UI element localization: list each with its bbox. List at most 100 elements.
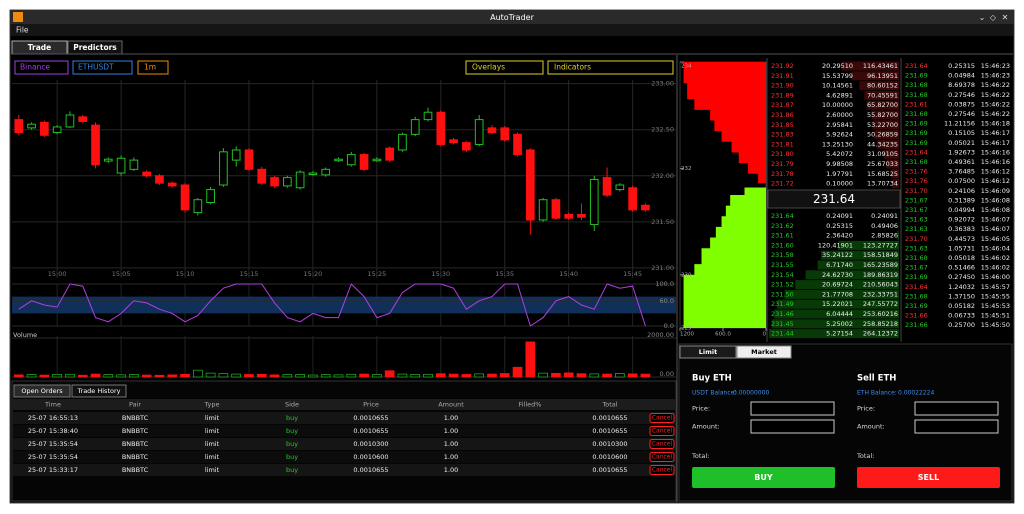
candle-body [155, 175, 164, 184]
bids-depth-area [683, 187, 766, 328]
candle-body [116, 157, 126, 174]
tab-label[interactable]: Predictors [73, 43, 117, 52]
cancel-label[interactable]: Cancel [652, 454, 673, 461]
volume-bar [499, 373, 510, 378]
pair-selector[interactable] [72, 60, 133, 75]
sell-button[interactable] [857, 467, 1000, 488]
bid-price: 231.61 [771, 232, 794, 240]
trade-price: 231.68 [905, 158, 928, 166]
ask-depth-bar [866, 100, 899, 110]
interval-selector[interactable] [137, 60, 169, 75]
indicator-band [12, 296, 676, 314]
volume-bar [563, 372, 574, 378]
volume-bar [474, 373, 484, 378]
indicators-button[interactable] [547, 60, 674, 75]
form-tab[interactable] [679, 345, 737, 359]
orders-tab[interactable] [71, 384, 127, 398]
volume-bar [141, 374, 152, 378]
x-tick-label: 15:00 [48, 270, 67, 278]
ask-price: 231.87 [771, 101, 794, 109]
overlays-button[interactable] [465, 60, 544, 75]
trade-time: 15:46:22 [981, 91, 1010, 99]
order-cell: buy [286, 427, 298, 435]
tab-label[interactable]: Trade [28, 43, 52, 52]
minimize-button[interactable]: ⌄ [979, 13, 986, 22]
trade-time: 15:46:09 [981, 187, 1010, 195]
cancel-label[interactable]: Cancel [652, 428, 673, 435]
buy-button-label[interactable]: BUY [754, 473, 773, 482]
buy-button[interactable] [692, 467, 835, 488]
trade-amount: 11.21156 [944, 120, 975, 128]
trade-time: 15:46:05 [981, 235, 1010, 243]
asks-depth-area [683, 62, 766, 184]
cancel-button[interactable] [649, 426, 675, 436]
ask-depth-bar [877, 139, 899, 149]
volume-bar [384, 370, 395, 378]
volume-bar [435, 373, 446, 378]
price-input[interactable] [914, 401, 999, 416]
candle-body [436, 111, 446, 145]
ask-total: 116.43461 [863, 62, 898, 70]
ask-total: 31.09105 [867, 150, 898, 158]
form-tab-label[interactable]: Market [751, 348, 777, 356]
trade-amount: 0.92072 [948, 216, 975, 224]
volume-bar [576, 373, 587, 378]
cancel-button[interactable] [649, 465, 675, 475]
trade-price: 231.76 [905, 168, 928, 176]
interval[interactable]: 1m [144, 63, 156, 72]
ask-total: 53.22700 [867, 121, 898, 129]
cancel-label[interactable]: Cancel [652, 467, 673, 474]
candle-body [270, 177, 279, 187]
candle-body [525, 149, 535, 221]
ask-amount: 13.25130 [822, 140, 853, 148]
orders-tab-label[interactable]: Open Orders [21, 387, 63, 395]
trade-price: 231.64 [905, 148, 928, 156]
bid-amount: 6.71740 [826, 261, 853, 269]
amount-input[interactable] [914, 419, 999, 434]
ask-price: 231.91 [771, 72, 794, 80]
candle-body [142, 171, 152, 177]
cancel-button[interactable] [649, 439, 675, 449]
overlays[interactable]: Overlays [472, 63, 505, 72]
bid-amount: 0.24091 [826, 212, 853, 220]
form-tab[interactable] [736, 345, 792, 359]
bid-depth-bar [897, 231, 899, 241]
ask-price: 231.83 [771, 131, 794, 139]
amount-input[interactable] [750, 419, 835, 434]
x-tick-label: 15:40 [559, 270, 578, 278]
pair[interactable]: ETHUSDT [78, 63, 114, 72]
maximize-button[interactable]: ◇ [990, 13, 997, 22]
volume-bar [627, 373, 638, 378]
balance-label: ETH Balance: [857, 390, 897, 397]
exchange[interactable]: Binance [20, 63, 50, 72]
candle-body [193, 199, 203, 214]
volume-bar [180, 373, 190, 378]
orders-tab[interactable] [13, 384, 71, 398]
ask-price: 231.80 [771, 150, 794, 158]
trade-amount: 8.69378 [948, 81, 975, 89]
amount-label: Amount: [857, 423, 885, 431]
orders-tab-label[interactable]: Trade History [77, 387, 121, 395]
cancel-label[interactable]: Cancel [652, 441, 673, 448]
bid-amount: 15.22021 [822, 300, 853, 308]
sell-button-label[interactable]: SELL [918, 473, 939, 482]
exchange-selector[interactable] [14, 60, 69, 75]
trade-amount: 0.07500 [948, 177, 975, 185]
volume-bar [525, 341, 536, 378]
cancel-label[interactable]: Cancel [652, 415, 673, 422]
cancel-button[interactable] [649, 452, 675, 462]
candle-body [52, 126, 62, 133]
candle-body [346, 154, 356, 166]
cancel-button[interactable] [649, 413, 675, 423]
menu-item[interactable]: File [16, 26, 29, 35]
close-button[interactable]: ✕ [1002, 13, 1009, 22]
order-cell: 1.00 [444, 440, 458, 448]
form-tab-label[interactable]: Limit [699, 348, 717, 356]
volume-bar [103, 374, 114, 378]
indicators[interactable]: Indicators [554, 63, 591, 72]
volume-bar [487, 373, 497, 378]
candle-body [641, 204, 650, 211]
price-input[interactable] [750, 401, 835, 416]
bid-total: 247.55772 [863, 300, 898, 308]
balance-value: 0.00022224 [898, 390, 934, 397]
